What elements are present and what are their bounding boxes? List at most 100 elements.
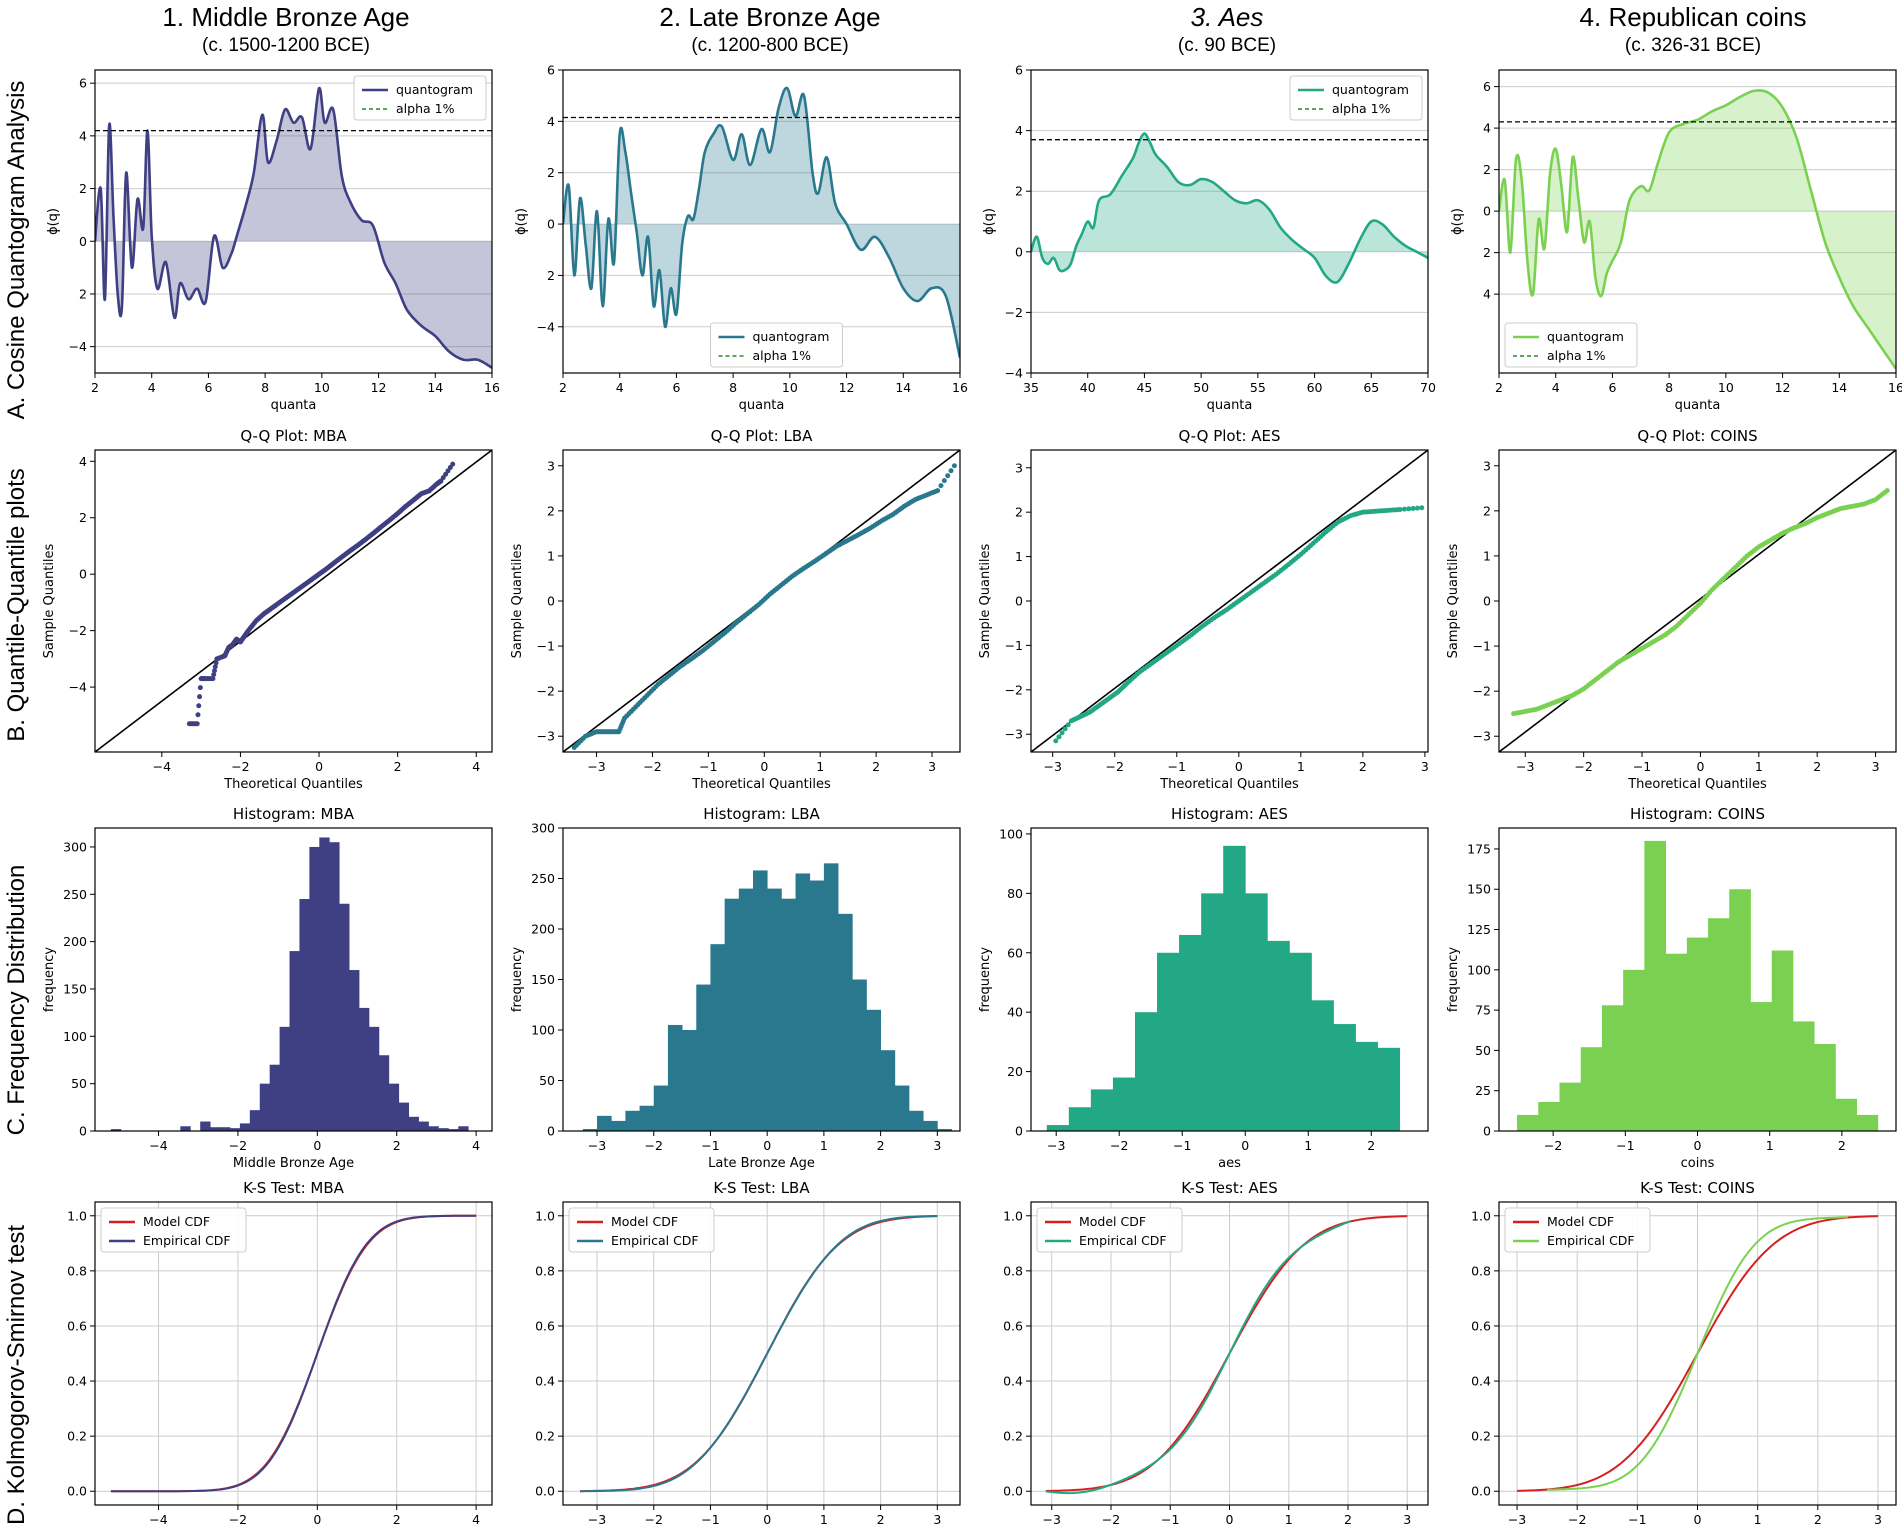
y-tick-label: 4 [79,454,87,469]
histogram-bar [1814,1043,1836,1131]
legend: Model CDF Empirical CDF [1036,1207,1183,1253]
plot-area [1499,1202,1896,1505]
y-tick-label: 0.2 [535,1429,555,1444]
histogram-bar [1750,1002,1773,1131]
histogram-bar [682,1030,697,1131]
data-point [948,468,954,474]
y-tick-label: 2 [1015,184,1023,199]
x-tick-label: 2 [1813,759,1821,774]
histogram-bar [1538,1101,1560,1131]
x-tick-label: −2 [643,759,661,774]
x-tick-label: 1 [820,1512,828,1527]
x-tick-label: 12 [839,380,855,395]
histogram-bar [269,1064,281,1131]
histogram-bar [908,1110,924,1131]
x-tick-label: 3 [1874,1512,1882,1527]
x-tick-label: 4 [472,1512,480,1527]
y-tick-label: 80 [1007,886,1023,901]
histogram-bar [653,1085,669,1131]
x-tick-label: 0 [1696,759,1704,774]
y-tick-label: 150 [63,981,87,996]
series-line-quantogram [1499,89,1896,370]
x-tick-label: 3 [1421,759,1429,774]
histogram-bar [210,1127,221,1131]
y-tick-label: 2 [547,165,555,180]
panel-a4: 2 4 6 8 10 12 14 16 6 4 2 0 2 4 quanta ϕ(q) quantogram al… [1450,69,1902,413]
x-tick-label: 1 [1297,759,1305,774]
row-label-d: D. Kolmogorov-Smirnov test [3,1225,30,1525]
histogram-bar [299,899,310,1131]
row-label-b: B. Quantile-Quantile plots [3,468,30,741]
histogram-bar [1311,1000,1334,1131]
x-tick-label: 12 [371,380,387,395]
plot-area [1031,450,1428,752]
legend-label: quantogram [1332,82,1409,97]
column-subtitle-1: (c. 1500-1200 BCE) [202,35,370,56]
y-tick-label: 0 [1015,1124,1023,1139]
x-tick-label: −1 [1161,1512,1179,1527]
legend-label: Model CDF [1547,1214,1614,1229]
x-tick-label: 1 [1755,759,1763,774]
column-titles: 1. Middle Bronze Age (c. 1500-1200 BCE) … [162,2,1806,56]
histogram-bar [329,842,340,1131]
histogram-bar [639,1105,655,1131]
x-tick-label: 0 [1694,1138,1702,1153]
y-tick-label: 1 [1015,549,1023,564]
plot-title: Q-Q Plot: COINS [1637,427,1757,445]
x-tick-label: 6 [1608,380,1616,395]
histogram-bar [724,898,740,1131]
legend-label: quantogram [753,329,830,344]
series-line-model-cdf [110,1214,477,1493]
plot-area [1031,70,1428,373]
y-tick-label: −1 [537,639,555,654]
panel-b3: −3 −2 −1 0 1 2 3 3 2 1 0 −1 −2 −3 Q-Q Plot: AES Theoret… [978,427,1429,792]
x-tick-label: 6 [672,380,680,395]
histogram-bar [239,1123,251,1131]
x-tick-label: 0 [315,759,323,774]
y-axis-label: Sample Quantiles [42,543,57,658]
y-tick-label: 0.4 [1471,1374,1491,1389]
y-tick-label: 2 [79,286,87,301]
y-tick-label: 2 [1015,505,1023,520]
y-axis-label: ϕ(q) [514,208,529,235]
y-tick-label: 200 [63,934,87,949]
data-point [1419,505,1425,511]
y-tick-label: −3 [1005,727,1023,742]
data-point [1414,505,1420,511]
x-tick-label: 1 [1766,1138,1774,1153]
x-axis-label: quanta [1675,398,1721,413]
x-tick-label: 4 [1552,380,1560,395]
x-tick-label: −2 [1110,1138,1128,1153]
x-axis-label: quanta [1207,398,1253,413]
x-tick-label: 12 [1775,380,1791,395]
y-tick-label: 0 [79,234,87,249]
plot-title: Histogram: AES [1171,805,1288,823]
y-tick-label: 50 [1475,1043,1491,1058]
x-tick-label: 8 [261,380,269,395]
panel-c1: −4 −2 0 2 4 0 50 100 150 200 250 300 Histogram: MBA M… [42,805,493,1171]
x-tick-label: −2 [645,1512,663,1527]
plot-area [110,837,469,1131]
y-tick-label: −3 [537,729,555,744]
y-tick-label: 1.0 [1003,1208,1023,1223]
x-tick-label: 2 [1359,759,1367,774]
histogram-bar [781,898,796,1131]
legend-box [1036,1207,1183,1253]
histogram-bar [458,1126,469,1131]
x-axis-label: Theoretical Quantiles [1627,777,1767,792]
axes-frame [1030,69,1429,374]
axes-frame [94,1201,493,1506]
histogram-bar [1792,1021,1815,1131]
panel-a3: 35 40 45 50 55 60 65 70 6 4 2 0 −2 −4 quanta ϕ(q) quanto… [982,63,1436,414]
series-line-quantogram [563,86,960,358]
histogram-bar [359,1007,370,1131]
plot-title: Histogram: MBA [233,805,355,823]
x-tick-label: 2 [559,380,567,395]
histogram-bar [180,1126,191,1131]
x-tick-label: −3 [588,1512,606,1527]
y-tick-label: 250 [531,871,555,886]
x-tick-label: 10 [314,380,330,395]
column-title-3: 3. Aes [1191,2,1264,32]
histogram-bar [1201,893,1224,1131]
legend-label: Model CDF [611,1214,678,1229]
